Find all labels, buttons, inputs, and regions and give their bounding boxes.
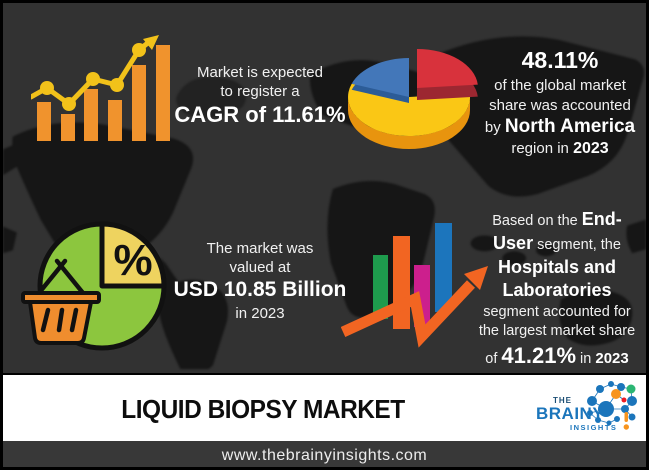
enduser-line1: Based on the End- — [492, 209, 622, 229]
enduser-line7: of 41.21% in 2023 — [485, 343, 629, 369]
region-share-value: 48.11% — [521, 47, 599, 73]
logo-word-brainy: BRAINY — [536, 404, 605, 423]
title-banner: LIQUID BIOPSY MARKET THE BRAINY INSIGHTS — [3, 373, 646, 441]
brain-dots-icon — [587, 381, 637, 430]
region-line3: by North America — [484, 115, 636, 137]
cagr-line2: to register a — [220, 83, 300, 101]
growth-arrowhead — [464, 266, 488, 290]
pie-slice-blue — [351, 58, 409, 97]
footer-bar: www.thebrainyinsights.com — [3, 441, 646, 467]
region-line2: share was accounted — [489, 96, 631, 114]
basket-icon — [21, 258, 101, 345]
logo-dot-green — [626, 384, 636, 394]
logo-exclamation-dot — [623, 424, 629, 430]
cagr-line1: Market is expected — [197, 64, 323, 81]
percent-circle-basket-icon: % — [21, 221, 167, 351]
footer-url: www.thebrainyinsights.com — [221, 446, 428, 464]
pie-chart-3d-icon — [348, 48, 478, 149]
enduser-segment-name-1: Hospitals and — [497, 256, 617, 277]
enduser-segment-name-2: Laboratories — [502, 280, 612, 301]
logo-dot-red — [621, 397, 627, 403]
region-share-stat: 48.11% of the global market share was ac… — [473, 46, 646, 160]
enduser-segment-stat: Based on the End- User segment, the Hosp… — [466, 208, 646, 370]
segment-bar-green — [373, 255, 388, 319]
pie-slice-red — [417, 48, 478, 88]
logo-word-the: THE — [553, 396, 572, 405]
region-year: 2023 — [573, 140, 609, 158]
pie-side — [348, 97, 470, 149]
market-value: USD 10.85 Billion — [173, 278, 347, 302]
region-name: North America — [504, 115, 636, 137]
page-title: LIQUID BIOPSY MARKET — [121, 393, 405, 424]
segment-bar-orange — [393, 236, 410, 329]
segment-bars-arrow-icon — [341, 223, 488, 348]
enduser-share-value: 41.21% — [501, 343, 577, 369]
logo-dot-orange — [611, 389, 621, 399]
growth-bar-chart-icon — [31, 35, 170, 141]
yellow-quarter — [99, 221, 167, 289]
cagr-stat: Market is expected to register a CAGR of… — [171, 63, 349, 130]
segment-bar-blue — [435, 223, 452, 312]
region-line1: of the global market — [494, 77, 626, 95]
enduser-line6: the largest market share — [478, 323, 636, 340]
cagr-value: CAGR of 11.61% — [174, 102, 346, 128]
value-line3: in 2023 — [235, 305, 285, 323]
market-value-stat: The market was valued at USD 10.85 Billi… — [171, 239, 349, 323]
logo-word-insights: INSIGHTS — [570, 423, 618, 432]
region-line4: region in 2023 — [511, 140, 609, 158]
enduser-line5: segment accounted for — [483, 304, 631, 320]
growth-arrow — [341, 280, 476, 348]
enduser-line2: User segment, the — [493, 232, 621, 253]
value-line2: valued at — [229, 259, 291, 277]
brainy-insights-logo: THE BRAINY INSIGHTS — [534, 379, 642, 439]
logo-exclamation-bar — [624, 412, 628, 422]
enduser-year: 2023 — [595, 350, 629, 368]
percent-symbol: % — [113, 236, 152, 285]
value-line1: The market was — [206, 240, 314, 257]
trend-arrowhead — [143, 35, 159, 50]
